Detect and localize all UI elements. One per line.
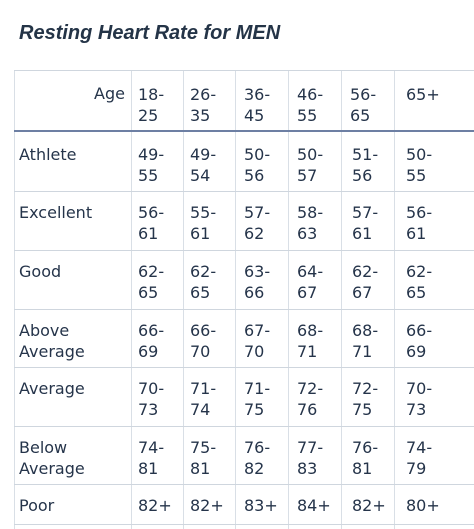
row-divider xyxy=(14,426,474,427)
table-cell: 71- 75 xyxy=(244,379,271,419)
table-cell: 82+ xyxy=(138,496,172,515)
row-label: Below Average xyxy=(19,438,85,478)
table-cell: 62- 65 xyxy=(190,262,217,302)
table-cell: 74- 79 xyxy=(406,438,433,478)
table-cell: 50- 55 xyxy=(406,145,433,185)
table-cell: 66- 70 xyxy=(190,321,217,361)
table-cell: 70- 73 xyxy=(406,379,433,419)
table-cell: 75- 81 xyxy=(190,438,217,478)
table-cell: 62- 65 xyxy=(406,262,433,302)
table-cell: 62- 67 xyxy=(352,262,379,302)
table-cell: 82+ xyxy=(352,496,386,515)
grid-line xyxy=(341,70,342,529)
table-cell: 63- 66 xyxy=(244,262,271,302)
row-divider xyxy=(14,309,474,310)
table-cell: 56- 61 xyxy=(138,203,165,243)
table-cell: 57- 62 xyxy=(244,203,271,243)
grid-line xyxy=(183,70,184,529)
table-cell: 49- 55 xyxy=(138,145,165,185)
age-range-header: 46- 55 xyxy=(297,85,324,125)
table-cell: 68- 71 xyxy=(297,321,324,361)
age-range-header: 65+ xyxy=(406,85,440,104)
table-cell: 71- 74 xyxy=(190,379,217,419)
grid-line xyxy=(235,70,236,529)
table-cell: 76- 82 xyxy=(244,438,271,478)
table-top-border xyxy=(14,70,474,71)
table-cell: 72- 75 xyxy=(352,379,379,419)
age-range-header: 26- 35 xyxy=(190,85,217,125)
table-cell: 67- 70 xyxy=(244,321,271,361)
table-cell: 58- 63 xyxy=(297,203,324,243)
table-cell: 76- 81 xyxy=(352,438,379,478)
age-range-header: 18- 25 xyxy=(138,85,165,125)
row-divider xyxy=(14,367,474,368)
age-range-header: 36- 45 xyxy=(244,85,271,125)
table-cell: 82+ xyxy=(190,496,224,515)
table-cell: 64- 67 xyxy=(297,262,324,302)
row-label: Average xyxy=(19,379,85,398)
row-divider xyxy=(14,191,474,192)
table-cell: 74- 81 xyxy=(138,438,165,478)
grid-line xyxy=(394,70,395,529)
row-label: Above Average xyxy=(19,321,85,361)
row-label: Good xyxy=(19,262,62,281)
row-label: Poor xyxy=(19,496,55,515)
table-cell: 80+ xyxy=(406,496,440,515)
table-cell: 57- 61 xyxy=(352,203,379,243)
row-label: Excellent xyxy=(19,203,93,222)
page-title: Resting Heart Rate for MEN xyxy=(19,22,281,44)
header-divider xyxy=(14,130,474,132)
table-cell: 72- 76 xyxy=(297,379,324,419)
table-cell: 50- 57 xyxy=(297,145,324,185)
row-label: Athlete xyxy=(19,145,77,164)
table-cell: 49- 54 xyxy=(190,145,217,185)
grid-line xyxy=(14,70,15,529)
row-divider xyxy=(14,524,474,525)
table-cell: 70- 73 xyxy=(138,379,165,419)
grid-line xyxy=(131,70,132,529)
age-range-header: 56- 65 xyxy=(350,85,377,125)
table-cell: 55- 61 xyxy=(190,203,217,243)
age-header-label: Age xyxy=(94,84,125,103)
table-cell: 83+ xyxy=(244,496,278,515)
table-cell: 68- 71 xyxy=(352,321,379,361)
table-cell: 51- 56 xyxy=(352,145,379,185)
row-divider xyxy=(14,484,474,485)
table-cell: 50- 56 xyxy=(244,145,271,185)
table-cell: 84+ xyxy=(297,496,331,515)
table-cell: 77- 83 xyxy=(297,438,324,478)
grid-line xyxy=(288,70,289,529)
table-cell: 56- 61 xyxy=(406,203,433,243)
table-cell: 66- 69 xyxy=(406,321,433,361)
table-cell: 66- 69 xyxy=(138,321,165,361)
table-cell: 62- 65 xyxy=(138,262,165,302)
row-divider xyxy=(14,250,474,251)
